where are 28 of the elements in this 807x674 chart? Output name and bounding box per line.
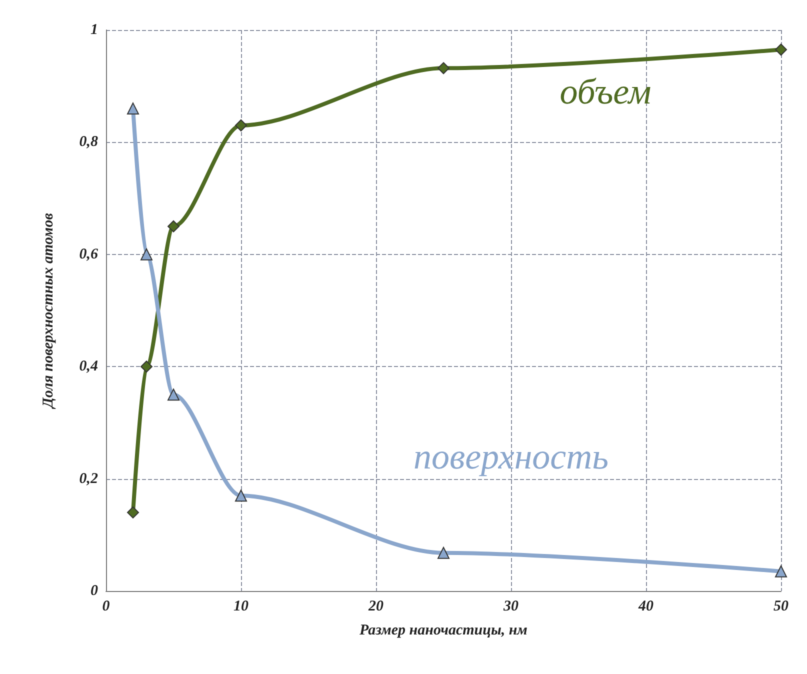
x-axis-title: Размер наночастицы, нм	[360, 622, 528, 638]
point	[127, 506, 139, 518]
point	[140, 248, 152, 260]
point	[235, 119, 247, 132]
x-tick-label: 40	[638, 598, 654, 614]
y-tick-label: 0	[90, 583, 98, 599]
point	[140, 360, 152, 373]
y-tick-label: 1	[90, 22, 98, 38]
y-tick-label: 0,8	[79, 134, 98, 150]
point	[127, 102, 139, 115]
point	[235, 490, 247, 502]
x-tick-label: 0	[102, 598, 110, 614]
x-tick-label: 50	[774, 598, 789, 614]
point	[168, 220, 180, 232]
point	[438, 546, 450, 559]
y-tick-label: 0,2	[79, 470, 98, 487]
x-tick-label: 20	[368, 598, 384, 614]
x-tick-label: 30	[502, 598, 519, 614]
x-tick-label: 10	[234, 598, 249, 614]
point	[438, 62, 450, 74]
y-axis-title: Доля поверхностных атомов	[40, 212, 56, 410]
point	[775, 565, 787, 578]
y-tick-label: 0,4	[79, 358, 98, 375]
point	[775, 44, 787, 56]
point	[168, 388, 180, 401]
series-label: объем	[560, 72, 652, 112]
y-tick-label: 0,6	[79, 246, 98, 262]
series-label: поверхность	[413, 436, 609, 476]
